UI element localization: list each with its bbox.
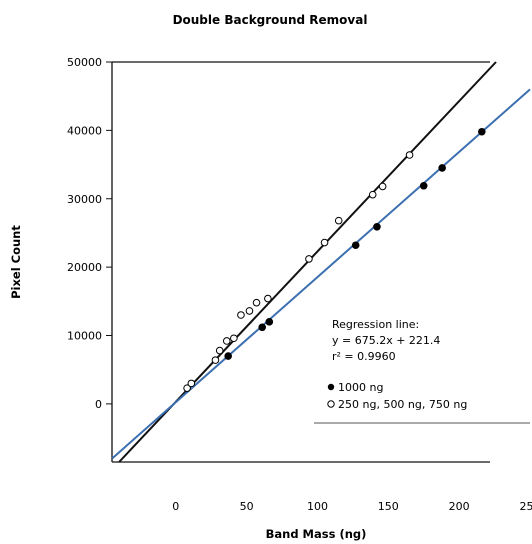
chart-title: Double Background Removal <box>173 13 368 27</box>
data-point-filled <box>351 241 360 250</box>
data-point-open <box>305 255 313 263</box>
legend-marker-open <box>327 400 335 408</box>
annotation-line-2: y = 675.2x + 221.4 <box>332 334 440 347</box>
legend-marker-filled <box>327 383 335 391</box>
data-point-open <box>215 346 224 355</box>
x-axis-label: Band Mass (ng) <box>266 527 367 541</box>
x-tick-label: 0 <box>172 500 179 513</box>
x-tick-label: 250 <box>520 500 532 513</box>
data-point-filled <box>373 222 381 231</box>
y-tick-label: 0 <box>95 398 102 411</box>
regression-annotation: Regression line: y = 675.2x + 221.4 r² =… <box>332 318 440 363</box>
data-point-open <box>187 379 196 388</box>
data-point-open <box>252 298 261 307</box>
data-point-open <box>378 182 387 191</box>
data-point-open <box>237 311 245 319</box>
annotation-line-1: Regression line: <box>332 318 419 331</box>
data-point-open <box>211 356 220 364</box>
x-tick-label: 50 <box>240 500 254 513</box>
data-point-filled <box>419 181 428 190</box>
data-point-open <box>230 334 238 343</box>
y-tick-label: 20000 <box>67 261 102 274</box>
data-point-open <box>368 190 377 199</box>
data-point-open <box>222 337 231 345</box>
data-point-open <box>183 384 191 392</box>
x-tick-label: 100 <box>307 500 328 513</box>
data-point-open <box>264 294 272 303</box>
y-axis-ticks: 0 10000 20000 30000 40000 50000 <box>67 56 112 411</box>
data-point-filled <box>258 323 266 332</box>
y-tick-label: 50000 <box>67 56 102 69</box>
data-point-filled <box>224 352 232 360</box>
y-axis-label: Pixel Count <box>9 225 23 299</box>
regression-line-2 <box>111 88 531 460</box>
data-point-filled <box>438 164 446 172</box>
annotation-line-3: r² = 0.9960 <box>332 350 396 363</box>
legend: 1000 ng 250 ng, 500 ng, 750 ng <box>314 381 530 424</box>
x-tick-label: 200 <box>449 500 470 513</box>
y-tick-label: 40000 <box>67 124 102 137</box>
x-axis-ticks: 0 50 100 150 200 250 <box>172 500 532 513</box>
data-point-open <box>405 151 414 159</box>
data-point-filled <box>265 318 274 326</box>
data-point-open <box>245 307 254 315</box>
data-points <box>183 127 486 392</box>
data-point-filled <box>478 127 486 136</box>
plot-area <box>111 61 490 463</box>
x-tick-label: 150 <box>378 500 399 513</box>
legend-label-250-500-750ng: 250 ng, 500 ng, 750 ng <box>338 398 467 411</box>
data-point-open <box>334 216 343 225</box>
y-tick-label: 30000 <box>67 193 102 206</box>
y-tick-label: 10000 <box>67 330 102 343</box>
data-point-open <box>320 238 329 247</box>
legend-label-1000ng: 1000 ng <box>338 381 383 394</box>
